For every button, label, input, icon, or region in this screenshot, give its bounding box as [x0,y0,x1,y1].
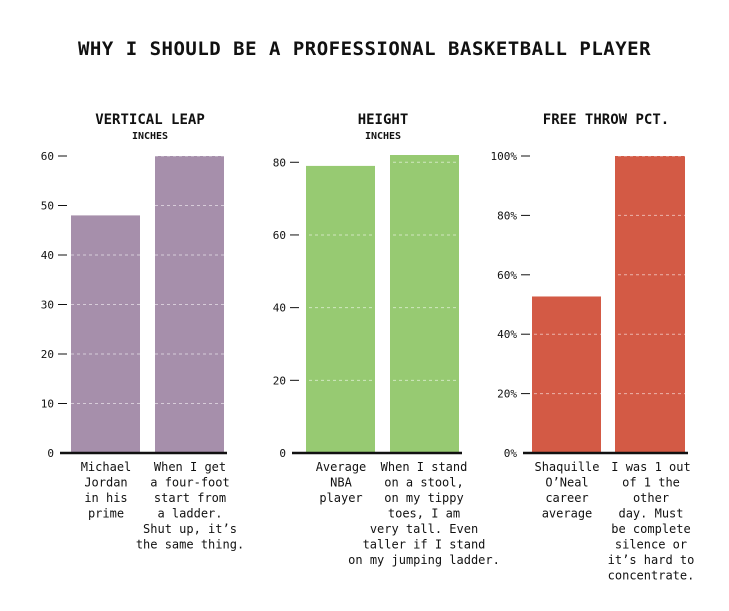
category-label-0-1-2: start from [154,491,226,505]
category-label-2-0-0: Shaquille [534,460,599,474]
panel-subtitle-0: INCHES [132,131,168,142]
category-label-1-1-6: on my jumping ladder. [348,553,500,567]
category-label-1-0-0: Average [316,460,367,474]
category-label-2-1-5: silence or [615,538,687,552]
category-label-0-0-0: Michael [81,460,132,474]
bar-0-1 [155,156,224,453]
panel-title-1: HEIGHT [358,112,409,128]
category-label-2-0-3: average [542,507,593,521]
category-label-1-1-1: on a stool, [384,476,463,490]
category-label-0-1-0: When I get [154,460,226,474]
bar-0-0 [71,215,140,453]
tick-label-1-60: 60 [273,229,286,242]
panel-title-2: FREE THROW PCT. [543,112,669,128]
tick-label-0-0: 0 [47,447,54,460]
category-label-0-1-3: a ladder. [157,507,222,521]
category-label-1-1-5: taller if I stand [363,538,486,552]
category-label-0-0-1: Jordan [84,476,127,490]
category-label-2-1-1: of 1 the [622,476,680,490]
category-label-1-1-0: When I stand [381,460,468,474]
tick-label-2-0: 0% [504,447,518,460]
tick-label-2-80: 80% [497,209,517,222]
bar-2-1 [615,156,685,453]
panel-subtitle-1: INCHES [365,131,401,142]
tick-label-1-0: 0 [279,447,286,460]
tick-label-1-40: 40 [273,302,286,315]
bar-1-1 [390,155,459,453]
category-label-2-1-6: it’s hard to [608,553,695,567]
tick-label-2-60: 60% [497,269,517,282]
tick-label-2-20: 20% [497,388,517,401]
category-label-2-1-4: be complete [611,522,690,536]
category-label-2-0-1: O’Neal [545,476,588,490]
tick-label-1-20: 20 [273,374,286,387]
category-label-1-1-4: very tall. Even [370,522,478,536]
tick-label-0-10: 10 [41,398,54,411]
category-label-1-1-2: on my tippy [384,491,463,505]
category-label-0-0-3: prime [88,507,124,521]
category-label-1-0-2: player [319,491,362,505]
tick-label-0-30: 30 [41,299,54,312]
category-label-2-1-2: other [633,491,669,505]
category-label-2-0-2: career [545,491,588,505]
category-label-2-1-3: day. Must [618,507,683,521]
tick-label-0-40: 40 [41,249,54,262]
category-label-1-1-3: toes, I am [388,507,460,521]
panel-title-0: VERTICAL LEAP [95,112,205,128]
tick-label-0-50: 50 [41,200,54,213]
tick-label-0-60: 60 [41,150,54,163]
category-label-2-1-7: concentrate. [608,569,695,583]
category-label-1-0-1: NBA [330,476,352,490]
category-label-2-1-0: I was 1 out [611,460,690,474]
bar-1-0 [306,165,375,453]
category-label-0-1-5: the same thing. [136,538,244,552]
category-label-0-1-1: a four-foot [150,476,229,490]
tick-label-1-80: 80 [273,156,286,169]
tick-label-0-20: 20 [41,348,54,361]
tick-label-2-40: 40% [497,328,517,341]
bar-2-0 [532,296,601,453]
chart-title: WHY I SHOULD BE A PROFESSIONAL BASKETBAL… [77,38,652,60]
category-label-0-1-4: Shut up, it’s [143,522,237,536]
category-label-0-0-2: in his [84,491,127,505]
tick-label-2-100: 100% [491,150,518,163]
